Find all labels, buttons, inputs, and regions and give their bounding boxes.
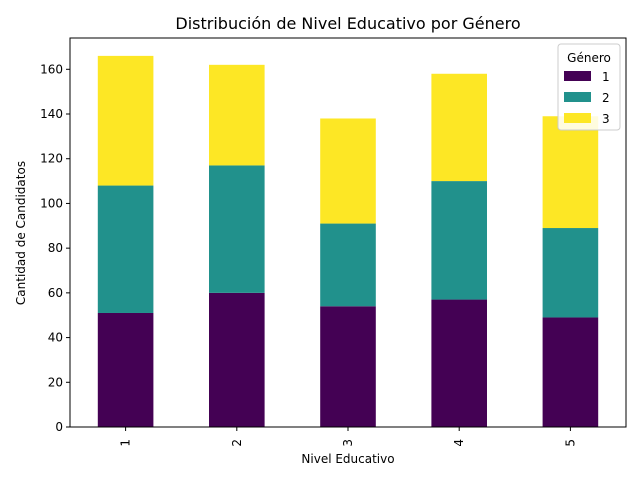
bar-2-series-2 [209, 165, 265, 293]
y-tick-label: 60 [48, 286, 63, 300]
x-tick-label: 3 [341, 439, 355, 447]
legend-title: Género [567, 51, 611, 65]
bar-2-series-3 [209, 64, 265, 166]
y-tick-label: 40 [48, 331, 63, 345]
bar-5-series-2 [542, 228, 599, 318]
y-tick-label: 80 [48, 241, 63, 255]
bar-3-series-1 [320, 306, 376, 427]
bar-1-series-3 [97, 55, 154, 186]
legend-label-1: 1 [602, 70, 610, 84]
x-tick-label: 4 [452, 439, 466, 447]
bar-4-series-2 [431, 181, 487, 300]
bar-3-series-3 [320, 118, 376, 224]
y-tick-label: 120 [40, 152, 63, 166]
x-tick-label: 1 [119, 439, 133, 447]
bar-4-series-3 [431, 73, 487, 182]
x-tick-label: 5 [563, 439, 577, 447]
bar-5-series-3 [542, 116, 599, 229]
plot-area [97, 55, 599, 427]
y-tick-label: 0 [55, 420, 63, 434]
legend-box [557, 43, 621, 131]
x-axis-label: Nivel Educativo [301, 452, 394, 466]
legend-label-3: 3 [602, 112, 610, 126]
bar-4-series-1 [431, 299, 487, 427]
bar-2-series-1 [209, 292, 265, 427]
bar-1-series-2 [97, 185, 154, 313]
y-tick-label: 20 [48, 375, 63, 389]
legend-swatch-2 [564, 92, 591, 102]
legend-swatch-3 [564, 113, 591, 123]
bar-1-series-1 [97, 312, 154, 427]
chart-title: Distribución de Nivel Educativo por Géne… [175, 14, 520, 33]
legend-swatch-1 [564, 71, 591, 81]
legend: Género 1 2 3 [557, 43, 621, 131]
y-axis-label: Cantidad de Candidatos [14, 161, 28, 305]
axes: 0 20 40 60 80 100 120 140 160 1 2 3 4 5 [40, 37, 627, 447]
bar-3-series-2 [320, 223, 376, 307]
bar-5-series-1 [542, 317, 599, 427]
y-tick-label: 140 [40, 107, 63, 121]
legend-label-2: 2 [602, 91, 610, 105]
y-tick-label: 160 [40, 62, 63, 76]
x-tick-label: 2 [230, 439, 244, 447]
y-tick-label: 100 [40, 196, 63, 210]
